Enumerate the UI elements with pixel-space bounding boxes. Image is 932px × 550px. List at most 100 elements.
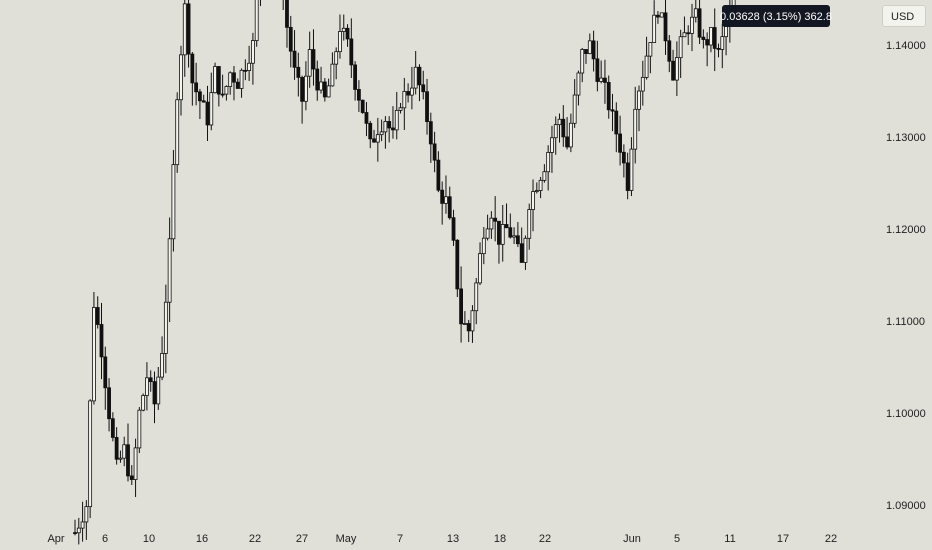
candle-body — [705, 39, 710, 46]
candle-body — [712, 27, 717, 49]
candle-body — [304, 75, 308, 102]
candle-body — [606, 82, 611, 111]
candle-body — [84, 506, 89, 523]
candle-body — [489, 217, 494, 230]
candle-body — [523, 237, 528, 263]
candle-body — [599, 77, 604, 82]
candle-body — [163, 301, 168, 354]
candle — [311, 29, 316, 86]
candle — [432, 131, 437, 173]
y-tick-label: 1.13000 — [886, 132, 926, 144]
candle-body — [440, 189, 445, 204]
candle-body — [216, 66, 221, 95]
candle-body — [451, 217, 456, 241]
candle — [417, 64, 422, 102]
candle-body — [311, 49, 316, 70]
candle — [145, 362, 149, 411]
candle-body — [493, 217, 498, 222]
candle — [674, 41, 679, 97]
candle-body — [584, 49, 588, 54]
candle-body — [307, 49, 312, 77]
candle-body — [148, 377, 153, 383]
candle — [88, 399, 93, 519]
x-tick-label: 11 — [724, 533, 735, 545]
x-tick-label: 22 — [825, 533, 837, 545]
candle — [114, 427, 119, 465]
candle-body — [678, 36, 683, 59]
candle-body — [413, 66, 418, 89]
measure-label: 0.03628 (3.15%) 362.8 — [720, 11, 832, 23]
candle — [705, 32, 710, 67]
candle-body — [629, 148, 634, 191]
candle — [152, 371, 157, 424]
candle — [459, 266, 464, 343]
candle-body — [553, 124, 558, 139]
candle-body — [205, 101, 210, 126]
candle-body — [519, 243, 524, 263]
candle-body — [243, 69, 248, 72]
candle-body — [580, 49, 585, 74]
candle-body — [515, 235, 520, 245]
candle-body — [432, 143, 437, 161]
candle — [633, 86, 638, 164]
candle — [76, 517, 81, 545]
candle-body — [160, 353, 164, 378]
candle — [107, 378, 111, 432]
currency-button[interactable]: USD — [882, 5, 926, 27]
candle-body — [209, 92, 214, 126]
candle-body — [167, 238, 172, 303]
candle — [603, 59, 607, 104]
candle — [637, 85, 641, 132]
candle — [228, 71, 233, 95]
candle — [697, 0, 702, 44]
candle — [690, 3, 694, 52]
candle-body — [610, 109, 615, 112]
candle-body — [546, 152, 551, 173]
candle-body — [425, 91, 429, 123]
candle — [326, 78, 331, 98]
candle-body — [648, 42, 653, 57]
candle-body — [288, 26, 293, 52]
candle — [701, 29, 706, 49]
candle-body — [444, 196, 448, 204]
candle-body — [447, 196, 452, 219]
candle — [421, 70, 426, 100]
candle — [493, 196, 498, 242]
y-tick-label: 1.09000 — [886, 500, 926, 512]
candle — [156, 367, 161, 410]
candle — [163, 284, 168, 374]
candle — [292, 30, 297, 80]
candle — [84, 500, 89, 540]
candle — [568, 113, 573, 153]
candle — [580, 47, 585, 83]
candle — [648, 42, 653, 74]
measure-tool[interactable]: 0.03628 (3.15%) 362.8 — [720, 0, 832, 27]
candle-body — [667, 40, 672, 62]
candle — [375, 117, 380, 162]
candle — [160, 336, 164, 381]
candle-body — [368, 122, 373, 140]
candle-body — [640, 76, 645, 92]
candle-body — [538, 179, 543, 191]
candle-body — [137, 409, 142, 449]
candle — [621, 144, 626, 178]
candle-body — [485, 228, 490, 239]
candle — [512, 227, 516, 244]
candle — [436, 151, 441, 193]
candle-body — [379, 131, 384, 136]
candle — [587, 33, 592, 55]
candle-body — [228, 72, 233, 87]
candle-body — [220, 93, 225, 96]
candle-body — [99, 324, 104, 358]
candle — [489, 211, 494, 239]
candle-body — [322, 81, 327, 98]
candle — [304, 61, 308, 111]
candle-body — [531, 191, 535, 210]
candle — [137, 407, 142, 454]
candle — [353, 61, 358, 101]
candle — [447, 186, 452, 220]
candle — [209, 72, 214, 131]
candle — [557, 113, 562, 143]
